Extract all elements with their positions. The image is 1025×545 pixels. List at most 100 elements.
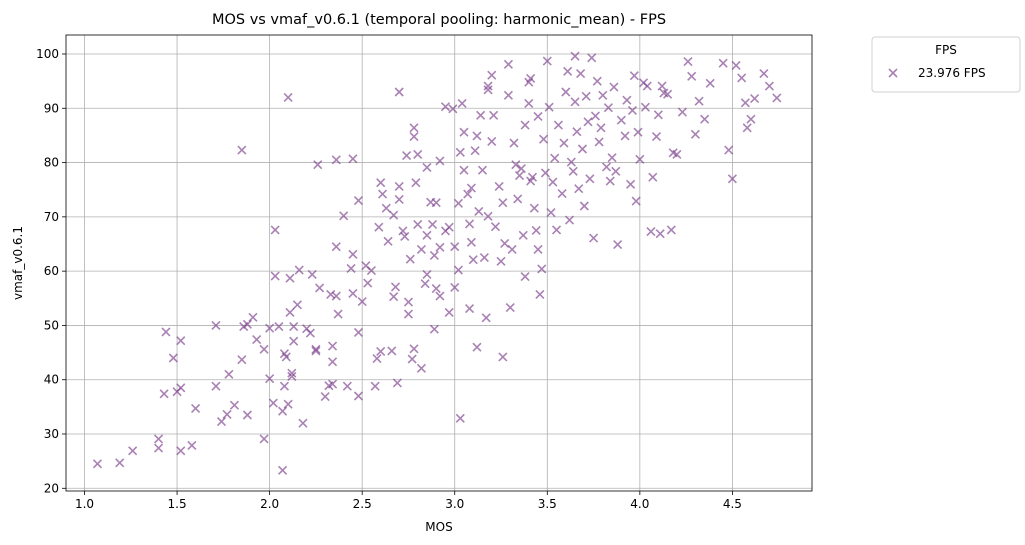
data-point: [128, 446, 138, 456]
x-tick-label: 2.0: [260, 497, 279, 511]
data-point: [411, 178, 421, 188]
data-point: [518, 230, 528, 240]
data-point: [372, 353, 382, 364]
data-point: [611, 166, 621, 176]
legend-box: [871, 36, 1021, 93]
data-point: [570, 51, 580, 61]
data-point: [503, 59, 513, 69]
data-point: [527, 172, 538, 182]
data-point: [394, 194, 404, 205]
data-point: [472, 131, 482, 141]
data-point: [551, 225, 562, 235]
data-point: [503, 90, 513, 100]
data-point: [326, 289, 336, 300]
data-point: [731, 60, 741, 70]
data-point: [409, 344, 419, 354]
data-point: [413, 219, 423, 230]
data-point: [435, 156, 445, 166]
data-point: [315, 283, 325, 293]
data-point: [566, 157, 576, 167]
data-point: [278, 406, 288, 416]
data-point: [435, 242, 445, 252]
data-point: [631, 196, 641, 206]
data-point: [487, 136, 497, 146]
data-point: [403, 309, 414, 319]
data-point: [444, 222, 454, 232]
data-point: [609, 82, 619, 92]
data-point: [533, 244, 543, 254]
data-point: [629, 71, 639, 81]
data-point: [176, 446, 186, 456]
data-point: [374, 222, 384, 232]
data-point: [533, 111, 543, 121]
data-point: [278, 465, 288, 475]
data-point: [690, 129, 700, 139]
data-point: [705, 78, 715, 88]
data-point: [366, 266, 376, 276]
data-point: [211, 320, 221, 330]
data-point: [311, 346, 321, 356]
data-point: [655, 229, 665, 239]
data-point: [279, 349, 289, 359]
data-point: [520, 272, 530, 282]
data-point: [622, 95, 632, 105]
data-point: [559, 138, 569, 148]
data-point: [270, 225, 280, 235]
data-point: [342, 381, 352, 391]
data-point: [718, 58, 728, 68]
data-point: [394, 181, 404, 192]
data-point: [590, 111, 600, 121]
data-point: [561, 87, 571, 97]
data-point: [237, 355, 247, 365]
y-tick-label: 90: [44, 101, 59, 115]
data-point: [176, 383, 186, 393]
data-point: [237, 145, 247, 155]
data-point: [394, 87, 404, 97]
x-tick-label: 2.5: [353, 497, 372, 511]
data-point: [422, 269, 432, 279]
data-point: [583, 117, 593, 127]
data-point: [435, 291, 445, 301]
data-point: [459, 165, 469, 175]
plot-area-frame: [65, 34, 813, 492]
data-point: [283, 92, 293, 102]
data-point: [348, 154, 358, 164]
data-point: [511, 160, 521, 170]
data-point: [159, 389, 169, 399]
data-point: [457, 98, 467, 108]
data-point: [289, 336, 299, 346]
legend-marker-x: [888, 68, 898, 78]
data-point: [500, 238, 510, 249]
data-point: [348, 249, 358, 259]
data-point: [187, 440, 197, 450]
data-point: [548, 177, 558, 187]
data-point: [666, 225, 676, 235]
data-point: [570, 97, 580, 107]
data-point: [370, 381, 380, 391]
data-point: [498, 352, 508, 362]
data-point: [663, 89, 673, 99]
data-point: [483, 211, 493, 221]
data-point: [389, 292, 399, 302]
data-point: [331, 242, 341, 252]
data-point: [464, 304, 475, 314]
data-point: [474, 206, 484, 216]
legend-title: FPS: [935, 43, 957, 57]
data-point: [546, 207, 556, 218]
data-point: [450, 242, 460, 252]
data-point: [429, 250, 439, 260]
data-point: [544, 102, 554, 112]
data-point: [700, 114, 710, 124]
data-point: [468, 255, 478, 265]
data-point: [557, 188, 567, 199]
data-point: [294, 265, 304, 275]
data-point: [640, 102, 650, 112]
data-point: [596, 123, 606, 133]
data-point: [581, 91, 591, 101]
data-point: [550, 153, 560, 163]
data-point: [577, 144, 588, 154]
axis-ticks: 1.0 1.5 2.0 2.5 3.0 3.5 4.0 4.5 20 30 40 50 60 70 80 90…: [36, 47, 742, 511]
data-point: [507, 244, 517, 254]
data-point: [422, 162, 432, 173]
data-point: [191, 403, 201, 414]
